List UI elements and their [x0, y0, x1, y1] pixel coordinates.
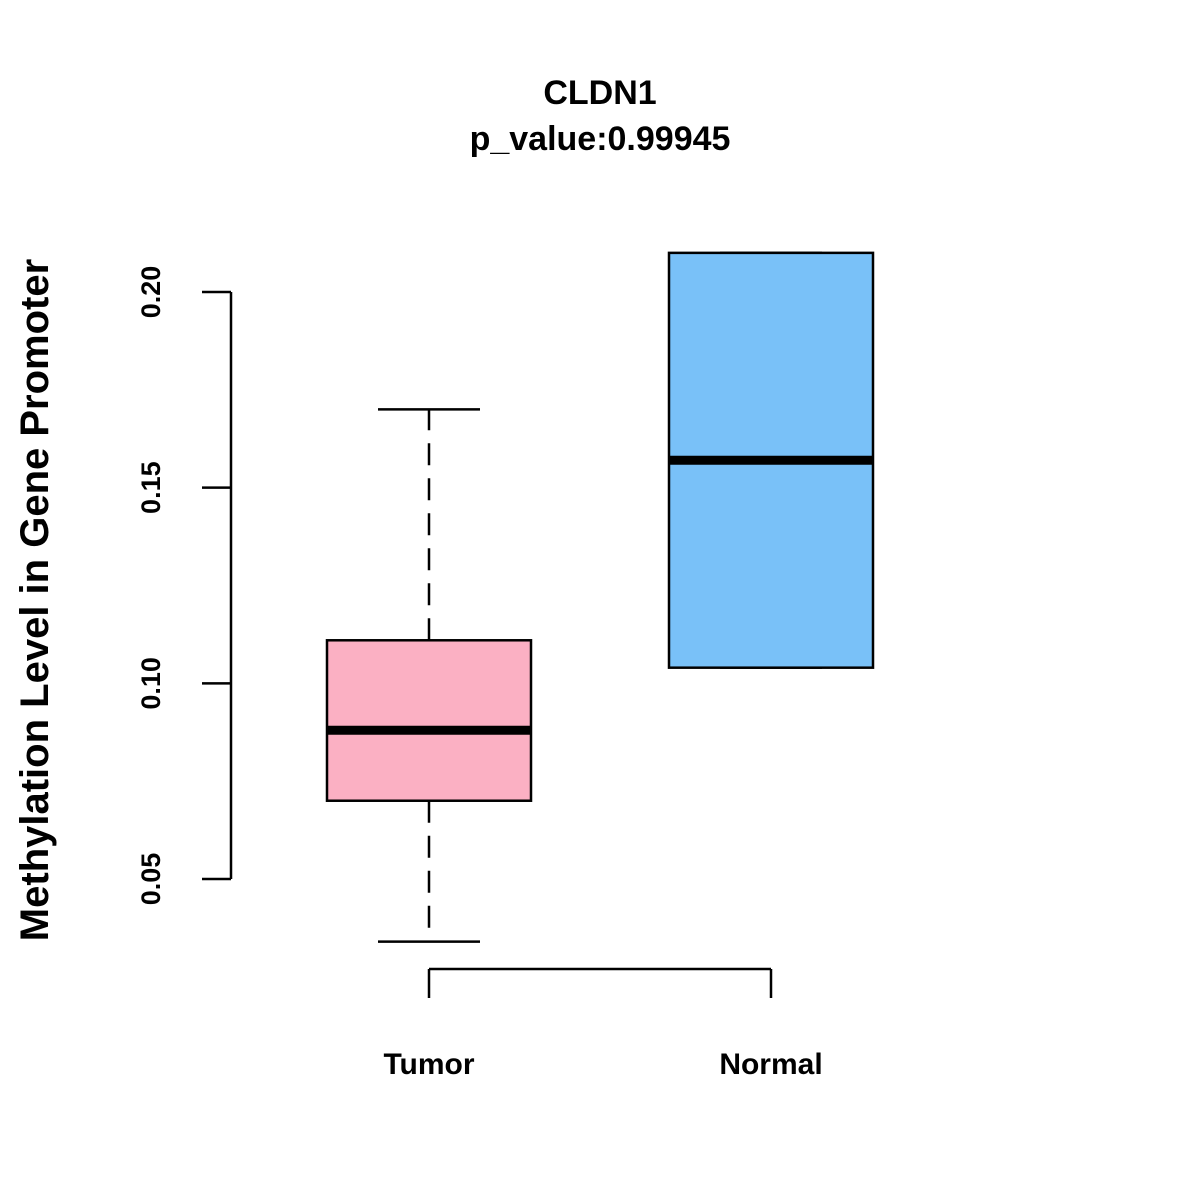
x-tick-label: Normal — [719, 1048, 822, 1081]
y-tick-label: 0.20 — [136, 266, 166, 319]
box-normal — [667, 251, 875, 669]
x-axis: Tumor Normal — [383, 967, 823, 1081]
y-tick-label: 0.15 — [136, 461, 166, 514]
chart-subtitle: p_value:0.99945 — [470, 120, 731, 158]
y-tick-label: 0.10 — [136, 657, 166, 710]
boxes — [325, 251, 875, 943]
box-tumor — [325, 408, 533, 943]
iqr-box — [325, 639, 533, 802]
y-axis: 0.05 0.10 0.15 0.20 — [136, 266, 233, 906]
x-tick-label: Tumor — [383, 1048, 474, 1081]
y-tick-label: 0.05 — [136, 853, 166, 906]
chart-title: CLDN1 — [543, 74, 656, 112]
y-axis-label: Methylation Level in Gene Promoter — [13, 259, 57, 941]
